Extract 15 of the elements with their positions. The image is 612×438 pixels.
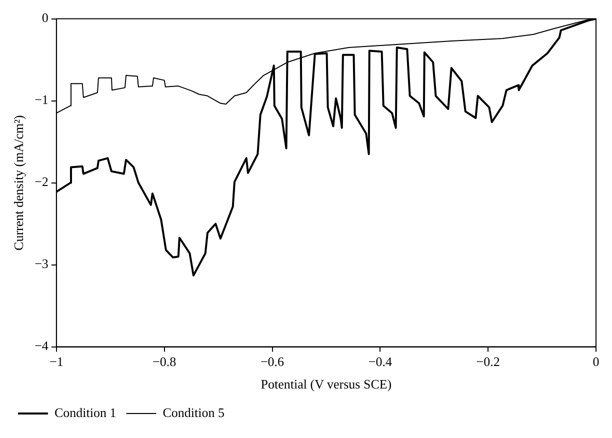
legend-label: Condition 5 xyxy=(162,404,225,420)
y-tick-label: −2 xyxy=(34,174,48,190)
x-axis-title: Potential (V versus SCE) xyxy=(260,376,392,392)
x-tick-label: −0.2 xyxy=(476,354,500,370)
y-tick-label: 0 xyxy=(42,10,48,26)
x-tick-label: 0 xyxy=(592,354,600,370)
y-tick-label: −4 xyxy=(34,338,49,354)
y-tick-label: −3 xyxy=(34,256,48,272)
y-axis-title: Current density (mA/cm²) xyxy=(11,115,26,250)
x-tick-label: −1 xyxy=(50,354,64,370)
x-tick-label: −0.4 xyxy=(368,354,392,370)
x-tick-label: −0.8 xyxy=(152,354,176,370)
legend-label: Condition 1 xyxy=(54,404,116,420)
x-tick-label: −0.6 xyxy=(260,354,285,370)
y-tick-label: −1 xyxy=(34,92,48,108)
